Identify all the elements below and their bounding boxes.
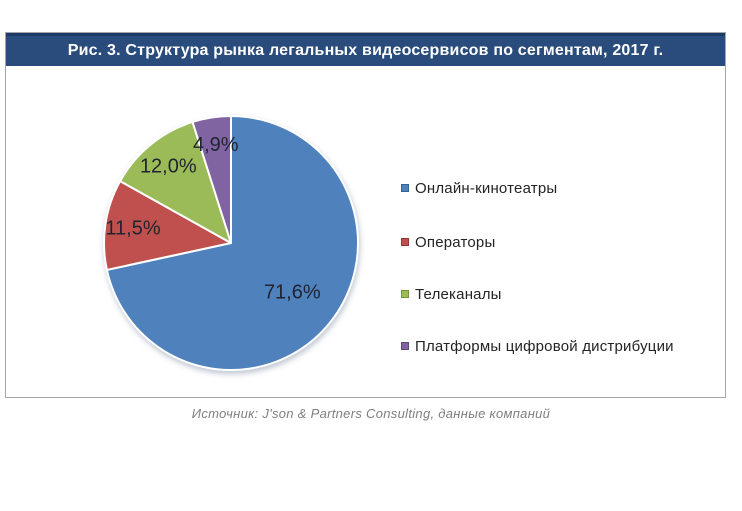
pie-slice-value-label: 71,6% [264, 281, 321, 303]
legend-label: Телеканалы [415, 285, 502, 303]
legend-label: Онлайн-кинотеатры [415, 179, 558, 197]
legend-item-operators: Операторы [401, 233, 496, 251]
figure-title: Рис. 3. Структура рынка легальных видеос… [67, 42, 664, 59]
legend-item-digital-distribution: Платформы цифровой дистрибуции [401, 337, 674, 355]
legend: Онлайн-кинотеатры Операторы Телеканалы П… [6, 66, 725, 397]
pie-slice-value-label: 11,5% [105, 217, 160, 239]
legend-item-online-cinemas: Онлайн-кинотеатры [401, 179, 558, 197]
plot-area: 71,6% 11,5% 12,0% 4,9% Онлайн-кинотеатры Оп… [6, 66, 725, 397]
figure-frame: Рис. 3. Структура рынка легальных видеос… [5, 32, 726, 398]
pie-slice-value-label: 4,9% [193, 134, 239, 156]
legend-swatch-icon [401, 238, 409, 246]
legend-label: Операторы [415, 233, 496, 251]
legend-swatch-icon [401, 290, 409, 298]
legend-label: Платформы цифровой дистрибуции [415, 337, 674, 355]
source-note: Источник: J'son & Partners Consulting, д… [191, 406, 551, 421]
legend-item-tv-channels: Телеканалы [401, 285, 502, 303]
pie-slice-1 [103, 180, 232, 271]
pie-slice-value-label: 12,0% [140, 155, 197, 177]
legend-swatch-icon [401, 184, 409, 192]
pie-chart: 71,6% 11,5% 12,0%4,9% [103, 115, 359, 371]
pie-slice-2 [119, 120, 232, 244]
pie-slice-3 [191, 115, 232, 244]
figure-title-bar: Рис. 3. Структура рынка легальных видеос… [6, 33, 725, 66]
legend-swatch-icon [401, 342, 409, 350]
pie-slice-0 [105, 115, 359, 371]
